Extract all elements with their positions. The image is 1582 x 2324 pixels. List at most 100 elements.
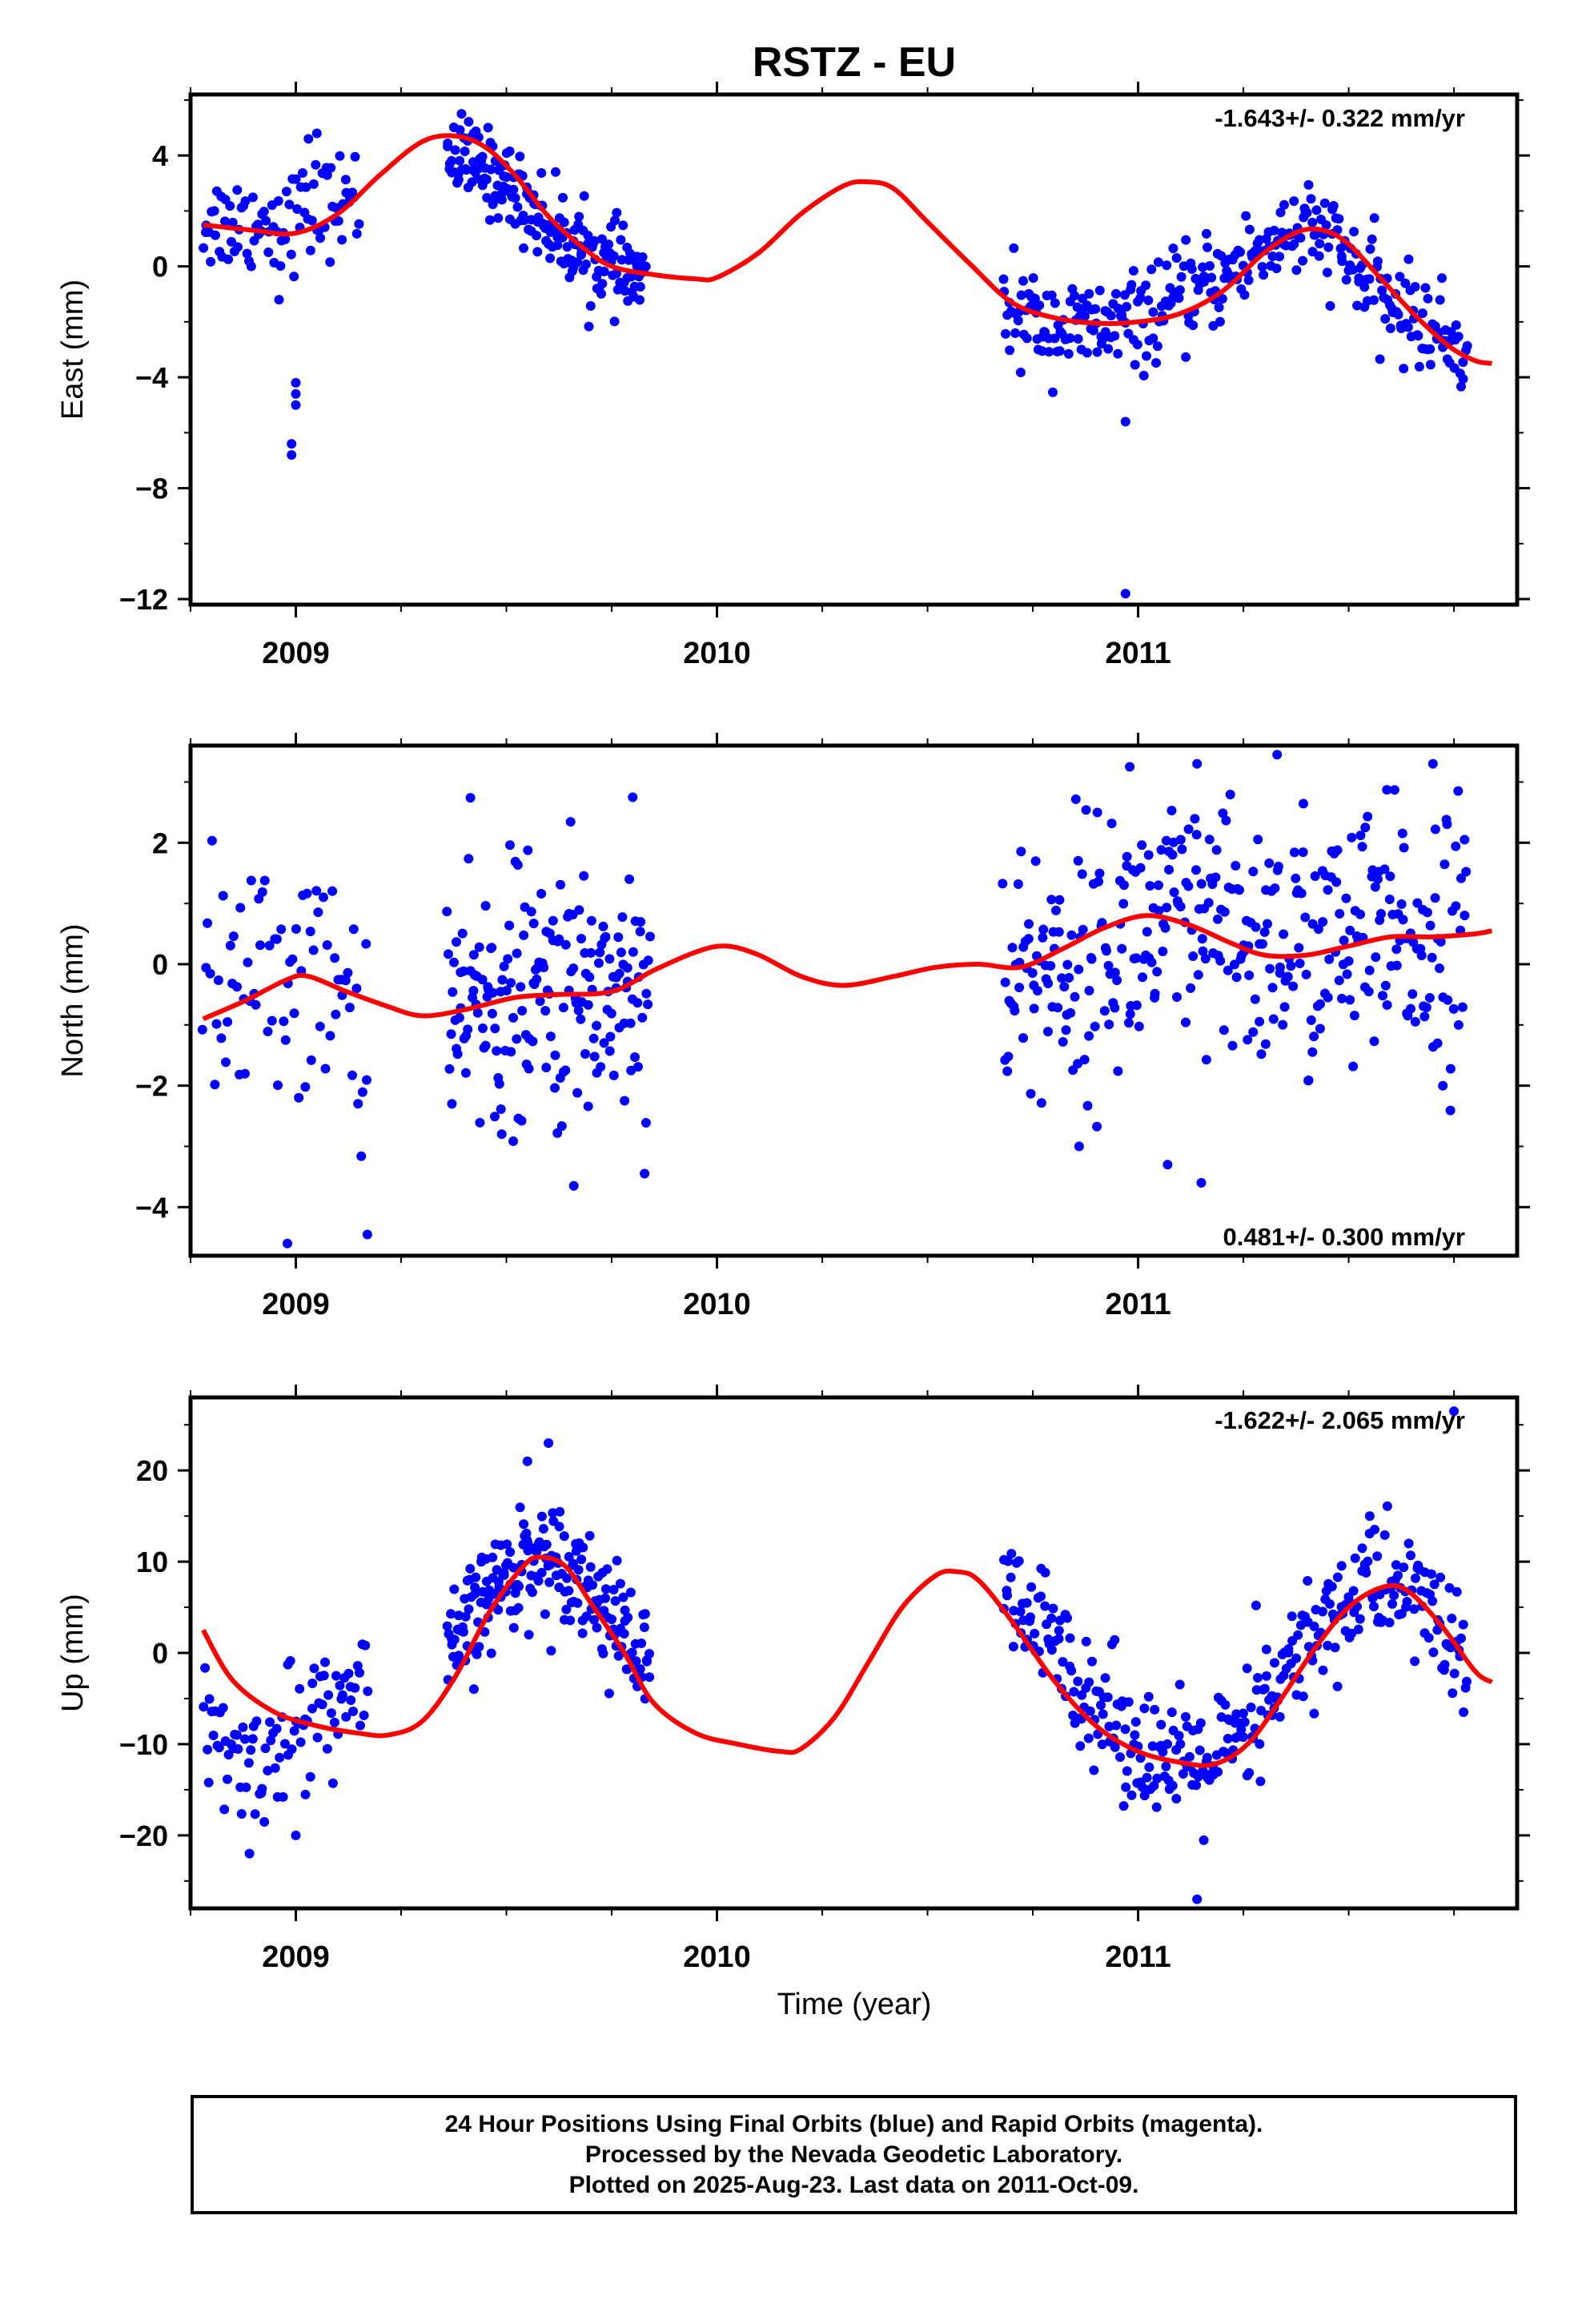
data-point	[1336, 1561, 1347, 1571]
data-point	[1150, 988, 1160, 999]
data-point	[1253, 1673, 1263, 1683]
data-point	[519, 930, 529, 940]
data-point	[1364, 274, 1375, 284]
data-point	[1074, 964, 1084, 975]
data-point	[1174, 293, 1184, 304]
data-point	[1382, 1501, 1392, 1511]
data-point	[1199, 277, 1209, 287]
data-point	[1078, 924, 1088, 935]
data-point	[621, 1664, 632, 1675]
data-point	[1059, 982, 1070, 992]
data-point	[325, 1031, 335, 1041]
data-point	[589, 1051, 600, 1062]
data-point	[1009, 243, 1019, 253]
data-point	[1152, 1773, 1162, 1783]
data-point	[1154, 906, 1164, 916]
data-point	[302, 888, 312, 899]
data-point	[631, 1656, 641, 1667]
data-point	[617, 912, 628, 923]
data-point	[1269, 225, 1279, 235]
data-point	[1389, 1590, 1399, 1601]
data-point	[291, 378, 301, 388]
data-point	[1449, 1406, 1460, 1417]
data-point	[1260, 1039, 1271, 1049]
data-point	[626, 271, 636, 282]
data-point	[1360, 822, 1371, 833]
data-point	[536, 889, 547, 899]
data-point	[526, 907, 536, 917]
data-point	[623, 1612, 633, 1622]
x-tick-label: 2009	[262, 637, 330, 670]
data-point	[1323, 1640, 1333, 1651]
data-point	[1396, 899, 1407, 909]
data-point	[499, 961, 509, 971]
data-point	[267, 1015, 277, 1026]
data-point	[337, 235, 347, 245]
data-point	[1435, 295, 1445, 305]
data-point	[1462, 1676, 1472, 1687]
data-point	[574, 905, 584, 915]
data-point	[1403, 1538, 1414, 1549]
data-point	[1125, 1009, 1135, 1019]
data-point	[452, 1049, 463, 1059]
data-point	[1172, 992, 1182, 1002]
data-point	[307, 1679, 318, 1688]
data-point	[1303, 1576, 1313, 1586]
data-point	[506, 978, 516, 988]
data-point	[1181, 235, 1191, 245]
data-point	[1235, 885, 1244, 895]
data-point	[1168, 243, 1178, 254]
data-point	[497, 975, 508, 985]
data-point	[1239, 1717, 1250, 1727]
data-point	[1110, 1634, 1120, 1645]
data-point	[1315, 999, 1325, 1009]
data-point	[1162, 1160, 1173, 1170]
data-point	[584, 972, 595, 983]
data-point	[311, 128, 322, 139]
data-point	[1027, 968, 1038, 978]
data-point	[263, 1766, 273, 1775]
data-point	[325, 257, 335, 267]
data-point	[1204, 834, 1215, 845]
data-point	[1054, 927, 1064, 937]
data-point	[266, 1735, 276, 1746]
data-point	[1171, 253, 1182, 263]
data-point	[622, 963, 632, 973]
data-point	[1261, 1644, 1271, 1655]
data-point	[620, 1605, 630, 1615]
data-point	[1223, 965, 1233, 975]
data-point	[1406, 1003, 1415, 1014]
data-point	[576, 1554, 587, 1565]
fit-curve-north	[202, 913, 1492, 1022]
data-point	[362, 1075, 371, 1085]
data-point	[331, 1671, 341, 1681]
data-point	[1425, 344, 1435, 354]
data-point	[1164, 865, 1174, 875]
data-point	[1090, 1021, 1100, 1031]
data-point	[494, 1079, 504, 1089]
data-point	[1322, 267, 1332, 278]
data-point	[474, 942, 484, 952]
data-point	[482, 192, 492, 203]
data-point	[1303, 1076, 1314, 1085]
data-point	[1046, 290, 1057, 300]
data-point	[1213, 1767, 1223, 1777]
data-point	[1341, 893, 1351, 903]
data-point	[554, 934, 564, 944]
data-point	[280, 234, 291, 244]
data-point	[536, 168, 547, 178]
data-point	[1453, 1019, 1464, 1030]
data-point	[1066, 1007, 1076, 1018]
footer-box: 24 Hour Positions Using Final Orbits (bl…	[191, 2095, 1517, 2214]
data-point	[532, 247, 543, 257]
data-point	[1218, 808, 1228, 818]
data-point	[556, 879, 565, 890]
data-point	[474, 1642, 484, 1652]
y-tick-label: −4	[135, 361, 168, 394]
data-point	[472, 1649, 482, 1659]
data-point	[616, 235, 626, 245]
y-tick-label: 4	[152, 139, 168, 172]
data-point	[1092, 347, 1102, 357]
data-point	[1398, 915, 1408, 925]
data-point	[200, 1663, 211, 1673]
